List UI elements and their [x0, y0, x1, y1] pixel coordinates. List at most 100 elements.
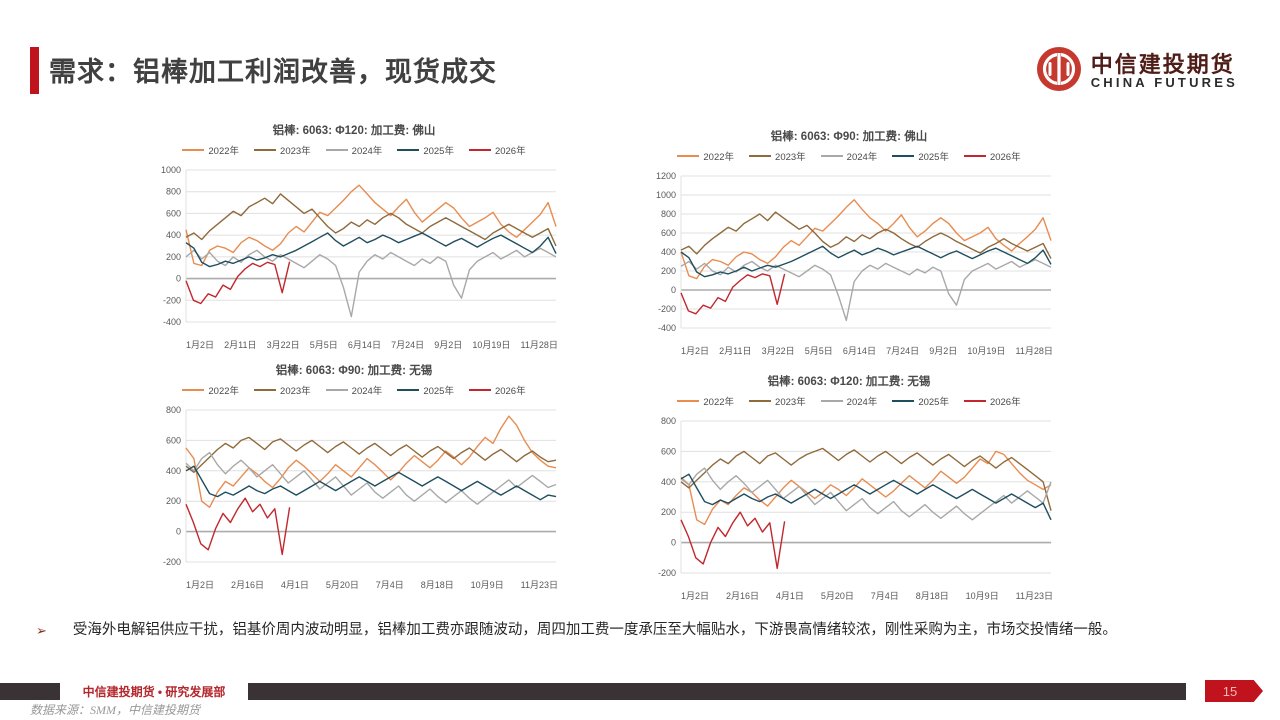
citic-circle-logo-icon	[1036, 46, 1082, 97]
legend-line-swatch	[963, 400, 986, 402]
legend-label: 2025年	[918, 397, 949, 408]
legend-label: 2024年	[846, 397, 878, 408]
series-line-2025年	[680, 473, 1052, 521]
legend-line-swatch	[820, 155, 843, 157]
footer-bar	[0, 683, 1186, 700]
svg-text:0: 0	[176, 527, 181, 537]
x-tick-label: 3月22日	[266, 340, 300, 350]
x-tick-label: 7月4日	[375, 580, 404, 590]
svg-text:-400: -400	[163, 317, 181, 327]
x-tick-label: 8月18日	[915, 591, 949, 601]
legend-label: 2023年	[280, 386, 311, 397]
legend-label: 2023年	[775, 397, 806, 408]
legend-label: 2024年	[846, 152, 878, 163]
series-line-2023年	[680, 211, 1052, 259]
x-tick-label: 8月18日	[420, 580, 454, 590]
x-tick-label: 4月1日	[280, 580, 309, 590]
x-tick-label: 5月5日	[309, 340, 338, 350]
series-line-2022年	[680, 450, 1052, 526]
chart-plot-area: 800 600 400 200 0 -200	[643, 413, 1055, 589]
svg-text:-200: -200	[163, 295, 181, 305]
svg-text:400: 400	[166, 466, 181, 476]
series-line-2025年	[680, 245, 1052, 278]
svg-text:-200: -200	[658, 568, 676, 578]
legend-label: 2022年	[703, 397, 735, 408]
x-tick-label: 4月1日	[775, 591, 804, 601]
svg-text:400: 400	[661, 247, 676, 257]
series-line-2024年	[185, 247, 557, 318]
svg-text:200: 200	[166, 252, 181, 262]
x-tick-label: 5月20日	[820, 591, 854, 601]
legend-item: 2026年	[468, 383, 526, 397]
logo-text: 中信建投期货 CHINA FUTURES	[1091, 53, 1238, 90]
legend-line-swatch	[749, 400, 772, 402]
footer-dept-box: 中信建投期货 • 研究发展部	[60, 680, 248, 702]
legend-line-swatch	[254, 389, 277, 391]
svg-text:200: 200	[166, 496, 181, 506]
legend-item: 2024年	[820, 149, 878, 163]
svg-text:-400: -400	[658, 323, 676, 333]
legend-item: 2025年	[397, 383, 454, 397]
svg-text:800: 800	[166, 405, 181, 415]
chart-title: 铝棒: 6063: Φ120: 加工费: 无锡	[767, 376, 931, 388]
legend-label: 2022年	[208, 146, 240, 157]
legend-label: 2026年	[494, 386, 526, 397]
series-line-2026年	[185, 261, 291, 305]
legend-item: 2022年	[182, 383, 239, 397]
x-axis-labels: 1月2日 2月11日 3月22日 5月5日 6月14日 7月24日 9月2日 10月19日 11…	[148, 338, 560, 351]
legend-label: 2024年	[351, 146, 383, 157]
chart-legend: 2022年 2023年 2024年 2025年 2026年	[148, 138, 560, 162]
series-line-2023年	[680, 447, 1052, 511]
svg-text:800: 800	[661, 209, 676, 219]
legend-item: 2024年	[325, 143, 383, 157]
series-line-2026年	[680, 511, 786, 570]
company-logo: 中信建投期货 CHINA FUTURES	[1036, 46, 1238, 97]
legend-item: 2023年	[254, 383, 311, 397]
series-line-2026年	[680, 273, 786, 315]
x-tick-label: 2月11日	[719, 346, 752, 356]
legend-line-swatch	[892, 155, 915, 157]
legend-line-swatch	[182, 149, 205, 151]
series-line-2025年	[185, 232, 557, 268]
svg-text:0: 0	[176, 274, 181, 284]
series-line-2026年	[185, 497, 291, 556]
x-tick-label: 10月9日	[470, 580, 504, 590]
x-tick-label: 6月14日	[347, 340, 381, 350]
title-accent-bar	[30, 47, 39, 94]
svg-text:800: 800	[166, 187, 181, 197]
x-tick-label: 1月2日	[681, 346, 710, 356]
x-axis-labels: 1月2日 2月11日 3月22日 5月5日 6月14日 7月24日 9月2日 10月19日 11…	[643, 344, 1055, 357]
x-axis-labels: 1月2日 2月16日 4月1日 5月20日 7月4日 8月18日 10月9日 11月23日	[643, 589, 1055, 602]
x-tick-label: 11月23日	[1015, 591, 1053, 601]
x-tick-label: 11月28日	[520, 340, 558, 350]
legend-label: 2025年	[918, 152, 949, 163]
chart-card-phi120-wuxi: 铝棒: 6063: Φ120: 加工费: 无锡 2022年 2023年 2024年 20…	[643, 373, 1055, 602]
chart-plot-area: 1000 800 600 400 200 0 -200 -400	[148, 162, 560, 338]
legend-line-swatch	[182, 389, 205, 391]
x-tick-label: 10月9日	[965, 591, 999, 601]
legend-label: 2023年	[775, 152, 806, 163]
page-number: 15	[1222, 683, 1238, 699]
legend-line-swatch	[468, 389, 491, 391]
legend-item: 2024年	[325, 383, 382, 397]
legend-item: 2022年	[182, 143, 239, 157]
x-tick-label: 9月2日	[929, 346, 958, 356]
series-line-2022年	[680, 199, 1052, 280]
svg-text:1000: 1000	[161, 165, 181, 175]
x-tick-label: 1月2日	[186, 340, 215, 350]
chart-legend: 2022年 2023年 2024年 2025年 2026年	[148, 378, 560, 402]
page-title: 需求：铝棒加工利润改善，现货成交	[49, 57, 497, 87]
chart-plot-area: 1200 1000 800 600 400 200 0 -200 -400	[643, 168, 1055, 344]
x-axis-labels: 1月2日 2月16日 4月1日 5月20日 7月4日 8月18日 10月9日 11月23日	[148, 578, 560, 591]
commentary-text: 受海外电解铝供应干扰，铝基价周内波动明显，铝棒加工费亦跟随波动，周四加工费一度承…	[72, 622, 1117, 638]
legend-line-swatch	[749, 155, 772, 157]
svg-text:200: 200	[661, 507, 676, 517]
legend-item: 2022年	[677, 149, 734, 163]
legend-line-swatch	[325, 149, 348, 151]
legend-line-swatch	[397, 149, 420, 151]
x-tick-label: 2月11日	[224, 340, 257, 350]
x-tick-label: 3月22日	[761, 346, 795, 356]
svg-text:0: 0	[671, 285, 676, 295]
x-tick-label: 10月19日	[967, 346, 1006, 356]
